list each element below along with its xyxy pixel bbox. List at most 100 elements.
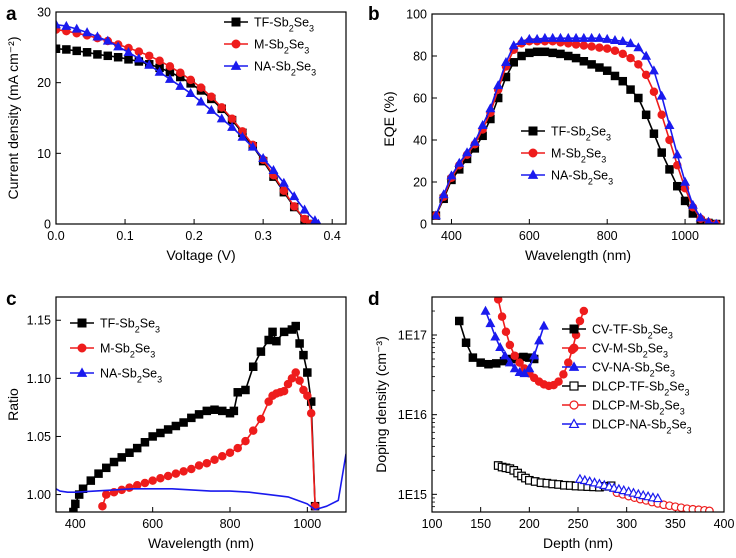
- data-point: [155, 56, 164, 66]
- data-point: [187, 413, 196, 423]
- data-point: [202, 406, 212, 416]
- data-point: [555, 32, 566, 42]
- y-axis-label: Ratio: [5, 388, 21, 421]
- label-part: Se: [135, 342, 150, 356]
- series-line-NA-Sb2Se3: [56, 453, 346, 511]
- data-point: [490, 331, 501, 341]
- data-point: [165, 62, 175, 71]
- label-part: 2: [586, 133, 591, 143]
- data-point: [563, 32, 574, 42]
- data-point: [462, 147, 473, 157]
- x-tick-label: 150: [470, 517, 491, 531]
- data-point: [140, 478, 150, 488]
- data-point: [163, 471, 173, 481]
- data-point: [554, 377, 563, 386]
- legend-label: TF-Sb2Se3: [100, 317, 160, 335]
- label-part: Se: [671, 418, 686, 432]
- label-part: TF-Sb: [254, 16, 289, 30]
- data-point: [291, 321, 300, 331]
- label-part: 3: [311, 68, 316, 78]
- label-part: 2: [643, 350, 648, 360]
- data-point: [657, 148, 666, 157]
- legend-label: M-Sb2Se3: [254, 38, 309, 56]
- label-part: 2: [588, 177, 593, 187]
- data-point: [241, 385, 250, 395]
- legend-marker: [77, 343, 87, 353]
- data-point: [194, 461, 204, 470]
- label-part: NA-Sb: [254, 60, 291, 74]
- data-point: [278, 177, 289, 187]
- data-point: [618, 49, 628, 59]
- data-point: [532, 33, 543, 43]
- data-point: [264, 397, 273, 406]
- data-point: [82, 48, 92, 57]
- data-point: [517, 51, 526, 61]
- y-tick-label: 1.00: [27, 488, 51, 502]
- data-point: [256, 347, 266, 356]
- data-point: [484, 359, 493, 369]
- data-point: [113, 52, 123, 62]
- legend-label: NA-Sb2Se3: [100, 367, 162, 385]
- label-part: 3: [687, 426, 692, 436]
- data-point: [62, 45, 71, 54]
- data-point: [633, 42, 644, 52]
- data-point: [186, 75, 195, 85]
- label-part: Se: [669, 380, 684, 394]
- x-tick-label: 1000: [671, 229, 699, 243]
- series-layer: [432, 32, 721, 224]
- data-point: [140, 438, 150, 447]
- label-part: 3: [680, 407, 685, 417]
- data-point: [86, 476, 96, 485]
- data-point: [279, 186, 289, 196]
- data-point: [680, 196, 690, 206]
- data-point: [102, 35, 113, 45]
- data-point: [196, 83, 206, 92]
- label-part: 2: [135, 325, 140, 335]
- data-point: [300, 214, 309, 224]
- x-axis-label: Voltage (V): [166, 247, 235, 263]
- panel-letter-a: a: [6, 4, 17, 25]
- data-point: [154, 66, 165, 76]
- data-point: [469, 136, 480, 146]
- y-tick-label: 10: [37, 147, 51, 161]
- data-point: [299, 385, 308, 395]
- y-axis-label: Doping density (cm⁻³): [373, 336, 389, 473]
- legend-marker: [528, 148, 538, 158]
- data-point: [103, 51, 113, 61]
- legend-label: CV-TF-Sb2Se3: [592, 323, 673, 341]
- data-point: [579, 306, 589, 316]
- data-point: [272, 336, 281, 346]
- legend-label: DLCP-M-Sb2Se3: [592, 399, 685, 417]
- legend-label: M-Sb2Se3: [100, 342, 155, 360]
- label-part: M-Sb: [254, 38, 284, 52]
- label-part: Se: [591, 125, 606, 139]
- label-part: DLCP-M-Sb: [592, 399, 659, 413]
- label-part: 3: [309, 24, 314, 34]
- data-point: [532, 47, 542, 57]
- data-point: [163, 425, 173, 434]
- label-part: 3: [304, 46, 309, 56]
- label-part: NA-Sb: [551, 169, 588, 183]
- data-point: [516, 35, 527, 46]
- data-point: [652, 492, 663, 503]
- data-point: [578, 32, 589, 42]
- data-point: [672, 149, 683, 159]
- data-point: [575, 316, 585, 326]
- label-part: Se: [655, 361, 670, 375]
- data-point: [571, 32, 582, 42]
- legend-label: CV-M-Sb2Se3: [592, 342, 668, 360]
- y-tick-label: 0: [420, 218, 427, 232]
- data-point: [505, 340, 515, 350]
- label-part: 3: [601, 155, 606, 165]
- panel-d: 100 150 200 250 300 350 400 1E15 1E16 1E17 Depth (…: [373, 296, 734, 551]
- panel-letter-c: c: [6, 289, 17, 310]
- label-part: 2: [130, 350, 135, 360]
- data-point: [500, 350, 510, 360]
- data-point: [687, 199, 698, 209]
- data-point: [610, 34, 620, 44]
- data-point: [194, 410, 204, 419]
- data-point: [495, 342, 506, 352]
- x-tick-label: 400: [441, 229, 462, 243]
- label-part: Se: [296, 60, 311, 74]
- data-point: [306, 408, 316, 418]
